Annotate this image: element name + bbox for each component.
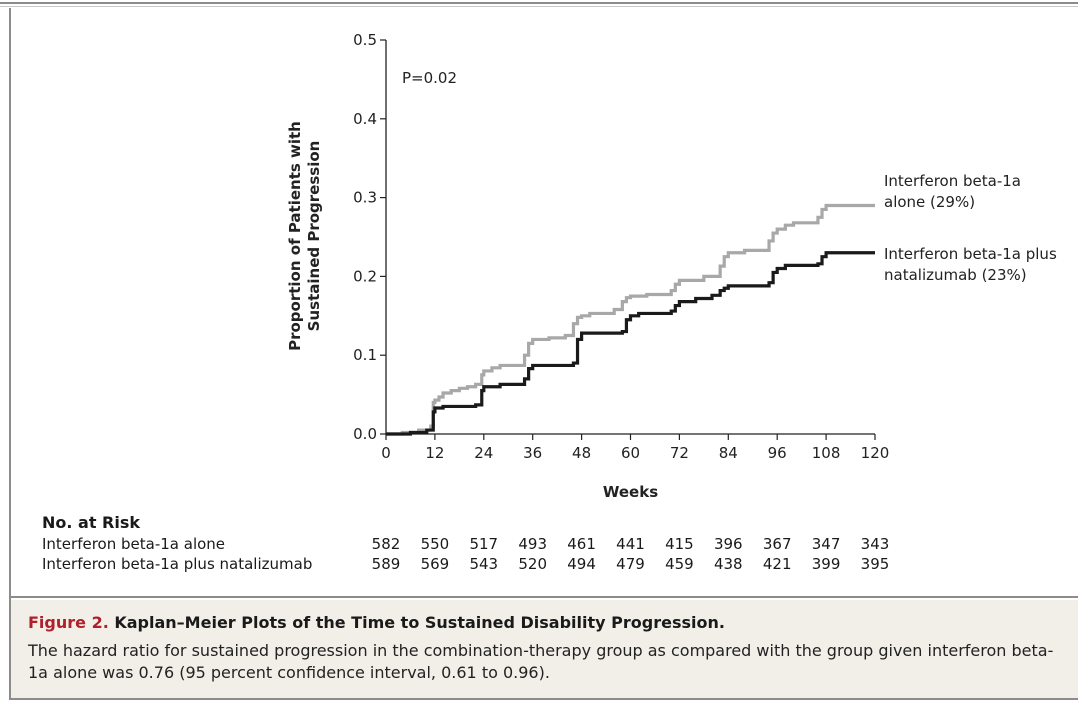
risk-value: 415 bbox=[665, 535, 694, 553]
risk-row: Interferon beta-1a alone 582 550 517 493 461 4… bbox=[42, 534, 942, 554]
series-label-combination-line2: natalizumab (23%) bbox=[884, 266, 1027, 284]
risk-row: Interferon beta-1a plus natalizumab 589 56… bbox=[42, 554, 942, 574]
figure-frame bbox=[9, 8, 1078, 700]
risk-value: 438 bbox=[713, 555, 743, 573]
x-tick-label: 48 bbox=[572, 444, 591, 462]
risk-value: 589 bbox=[371, 555, 401, 573]
series-layer bbox=[386, 203, 875, 436]
series-label-combination-line1: Interferon beta-1a plus bbox=[884, 245, 1057, 263]
p-value-annotation: P=0.02 bbox=[402, 69, 457, 87]
risk-value: 347 bbox=[811, 535, 841, 553]
risk-value: 520 bbox=[518, 555, 547, 573]
x-tick-label: 108 bbox=[812, 444, 841, 462]
x-tick-label: 0 bbox=[381, 444, 391, 462]
series-label-alone-line2: alone (29%) bbox=[884, 193, 975, 211]
risk-value: 550 bbox=[420, 535, 450, 553]
series-line-combination bbox=[386, 251, 875, 436]
y-tick-label: 0.1 bbox=[353, 346, 377, 364]
labels-layer: 0 12 24 36 48 60 72 84 96 108 120 0.0 0.1 0.2 0.3 0.4 0.… bbox=[286, 31, 1057, 501]
risk-value: 441 bbox=[616, 535, 645, 553]
risk-value: 582 bbox=[371, 535, 401, 553]
caption-title: Figure 2. Kaplan–Meier Plots of the Time… bbox=[28, 612, 1078, 634]
risk-value: 494 bbox=[567, 555, 596, 573]
x-tick-label: 36 bbox=[523, 444, 542, 462]
risk-row-label: Interferon beta-1a alone bbox=[42, 535, 226, 553]
caption-body: The hazard ratio for sustained progressi… bbox=[28, 641, 1054, 682]
risk-value: 517 bbox=[469, 535, 499, 553]
risk-value: 396 bbox=[713, 535, 743, 553]
top-rule bbox=[0, 2, 1078, 4]
x-tick-label: 60 bbox=[621, 444, 640, 462]
series-label-alone-line1: Interferon beta-1a bbox=[884, 172, 1021, 190]
risk-value: 343 bbox=[860, 535, 890, 553]
x-tick-label: 72 bbox=[670, 444, 689, 462]
risk-value: 395 bbox=[860, 555, 890, 573]
x-tick-label: 12 bbox=[425, 444, 444, 462]
axes bbox=[380, 39, 876, 440]
risk-value: 479 bbox=[616, 555, 645, 573]
x-tick-label: 120 bbox=[861, 444, 890, 462]
y-axis-label-line2: Sustained Progression bbox=[305, 141, 323, 332]
risk-value: 543 bbox=[469, 555, 499, 573]
figure-title: Kaplan–Meier Plots of the Time to Sustai… bbox=[114, 613, 725, 632]
risk-value: 461 bbox=[567, 535, 596, 553]
risk-table-rows: Interferon beta-1a alone 582 550 517 493 461 4… bbox=[42, 534, 942, 574]
top-rule-thin bbox=[0, 6, 1078, 7]
risk-value: 399 bbox=[811, 555, 841, 573]
figure-caption: Figure 2. Kaplan–Meier Plots of the Time… bbox=[11, 600, 1078, 698]
x-tick-label: 84 bbox=[719, 444, 738, 462]
risk-value: 367 bbox=[762, 535, 792, 553]
figure-label: Figure 2. bbox=[28, 613, 109, 632]
caption-separator bbox=[11, 596, 1078, 598]
y-tick-label: 0.3 bbox=[353, 189, 377, 207]
x-tick-label: 96 bbox=[768, 444, 787, 462]
risk-row-label: Interferon beta-1a plus natalizumab bbox=[42, 555, 313, 573]
x-axis-label: Weeks bbox=[603, 483, 658, 501]
kaplan-meier-chart: 0 12 24 36 48 60 72 84 96 108 120 0.0 0.1 0.2 0.3 0.4 0.… bbox=[286, 31, 1057, 501]
risk-table-heading: No. at Risk bbox=[42, 513, 141, 532]
y-tick-label: 0.4 bbox=[353, 110, 377, 128]
series-line-alone bbox=[386, 203, 875, 436]
x-tick-label: 24 bbox=[474, 444, 493, 462]
risk-table: No. at Risk Interferon beta-1a alone 582 5… bbox=[42, 513, 942, 574]
risk-value: 569 bbox=[420, 555, 450, 573]
y-tick-label: 0.5 bbox=[353, 31, 377, 49]
y-tick-label: 0.2 bbox=[353, 267, 377, 285]
y-axis-label-line1: Proportion of Patients with bbox=[286, 121, 304, 351]
y-tick-label: 0.0 bbox=[353, 425, 377, 443]
risk-value: 421 bbox=[762, 555, 792, 573]
risk-value: 459 bbox=[665, 555, 694, 573]
risk-value: 493 bbox=[518, 535, 547, 553]
